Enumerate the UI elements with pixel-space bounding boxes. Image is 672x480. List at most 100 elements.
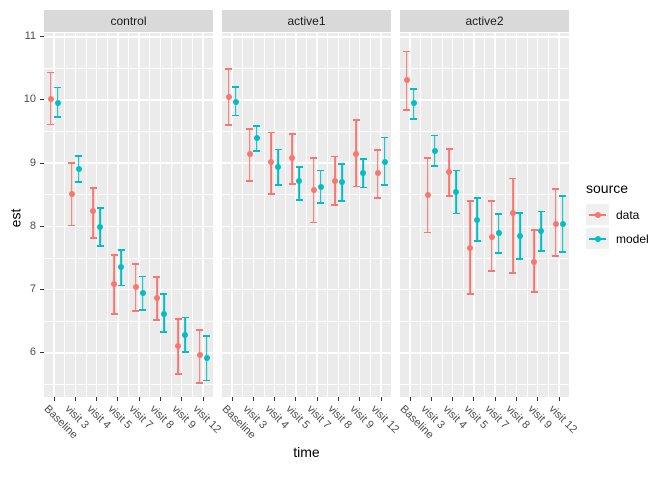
gridline-minor (263, 33, 265, 397)
errorbar-cap-top (68, 161, 76, 164)
pointrange-model-active2 (473, 197, 481, 243)
errorbar-cap-bottom (160, 331, 168, 334)
errorbar-cap-bottom (381, 184, 388, 186)
pointrange-model-active2 (452, 169, 460, 215)
point-estimate (97, 223, 104, 230)
pointrange-model-active2 (410, 87, 417, 120)
y-axis-tick (40, 36, 44, 38)
point-estimate (552, 220, 559, 227)
gridline-minor (441, 33, 443, 397)
point-estimate (253, 134, 260, 141)
errorbar-cap-bottom (530, 291, 538, 293)
facet-panel (222, 33, 391, 397)
legend-key-dot (594, 235, 601, 242)
errorbar-cap-top (196, 329, 203, 332)
y-axis-tick (40, 162, 44, 164)
gridline-major (451, 33, 454, 397)
gridline-minor (462, 33, 464, 397)
errorbar-cap-bottom (54, 115, 61, 118)
facet-strip-label: active1 (287, 14, 326, 28)
y-tick-label: 7 (29, 283, 36, 296)
gridline-minor (170, 33, 172, 397)
gridline-major (273, 33, 276, 397)
pointrange-model-control (139, 275, 147, 312)
gridline-major (295, 33, 297, 397)
errorbar-cap-bottom (253, 150, 261, 152)
gridline-major (358, 33, 361, 397)
gridline-major (95, 33, 98, 397)
pointrange-data-control (132, 263, 140, 312)
pointrange-model-control (54, 86, 61, 118)
pointrange-data-active1 (331, 155, 339, 206)
x-axis-tick (558, 397, 560, 401)
point-estimate (196, 352, 203, 359)
gridline-minor (85, 33, 87, 397)
point-estimate (54, 99, 61, 106)
errorbar-cap-bottom (153, 319, 161, 322)
legend-title: source (586, 180, 629, 196)
errorbar-line (512, 177, 514, 274)
gridline-major (159, 33, 162, 397)
x-axis-tick (138, 397, 140, 401)
gridline-minor (369, 33, 371, 397)
point-estimate (317, 183, 324, 190)
point-estimate (381, 158, 388, 165)
pointrange-data-active2 (552, 188, 559, 257)
y-axis-tick (40, 99, 44, 101)
errorbar-cap-top (359, 158, 367, 160)
pointrange-model-control (203, 335, 210, 382)
legend: source data model (586, 180, 649, 252)
pointrange-model-control (75, 154, 83, 183)
pointrange-model-active1 (338, 163, 346, 202)
pointrange-model-control (181, 316, 189, 353)
pointrange-data-active2 (530, 228, 538, 293)
gridline-minor (505, 33, 507, 397)
y-axis-tick (40, 225, 44, 227)
pointrange-model-control (117, 249, 125, 287)
errorbar-cap-top (410, 87, 417, 90)
gridline-major (409, 33, 411, 397)
pointrange-data-active2 (403, 50, 410, 111)
errorbar-cap-bottom (410, 117, 417, 120)
errorbar-cap-bottom (196, 382, 203, 384)
x-axis-tick (274, 397, 276, 401)
errorbar-cap-bottom (225, 124, 232, 126)
errorbar-cap-top (310, 156, 318, 159)
point-estimate (453, 188, 460, 195)
errorbar-cap-top (516, 211, 524, 214)
errorbar-cap-top (445, 148, 453, 150)
errorbar-cap-top (246, 128, 254, 131)
point-estimate (374, 170, 381, 177)
gridline-major (138, 33, 140, 397)
errorbar-cap-top (537, 210, 545, 213)
pointrange-model-control (96, 207, 104, 247)
x-axis-tick (337, 397, 339, 401)
errorbar-cap-top (452, 169, 460, 172)
pointrange-data-control (89, 187, 97, 239)
errorbar-cap-bottom (96, 244, 104, 247)
pointrange-model-active1 (359, 158, 367, 189)
facet-strip: active1 (222, 10, 391, 32)
errorbar-cap-bottom (359, 186, 367, 189)
point-estimate (559, 220, 566, 227)
gridline-major (473, 33, 475, 397)
gridline-minor (149, 33, 151, 397)
errorbar-cap-top (559, 195, 566, 198)
errorbar-cap-top (232, 86, 239, 88)
y-tick-label: 6 (29, 346, 36, 359)
pointrange-data-active1 (310, 156, 318, 224)
errorbar-cap-top (174, 318, 182, 320)
errorbar-cap-top (381, 136, 388, 139)
pointrange-data-active1 (374, 149, 381, 199)
errorbar-cap-bottom (338, 200, 346, 202)
x-axis-tick (409, 397, 411, 401)
gridline-major (536, 33, 539, 397)
point-estimate (431, 147, 438, 154)
x-axis-tick (96, 397, 98, 401)
errorbar-cap-top (181, 316, 189, 319)
errorbar-cap-top (96, 207, 104, 210)
point-estimate (47, 95, 54, 102)
point-estimate (139, 290, 146, 297)
point-estimate (275, 163, 282, 170)
facet-strip: active2 (400, 10, 569, 32)
